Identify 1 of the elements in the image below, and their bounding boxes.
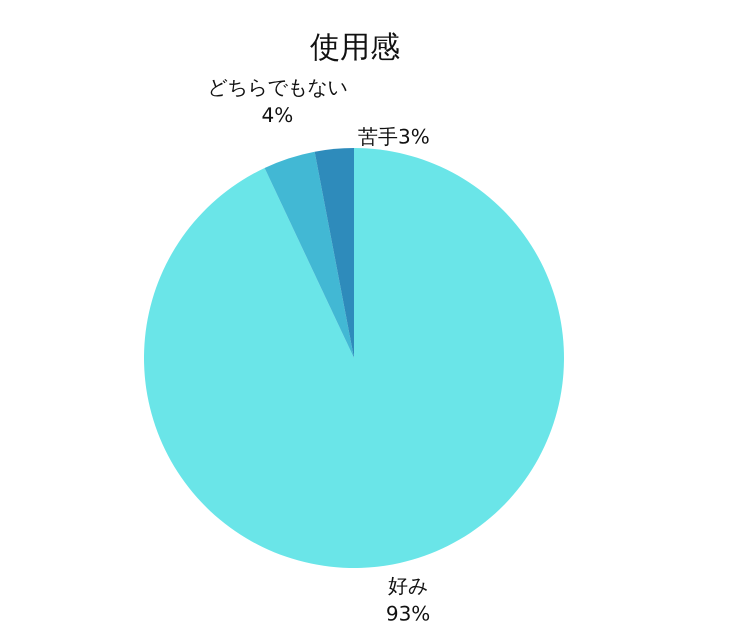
- chart-title: 使用感: [310, 30, 400, 65]
